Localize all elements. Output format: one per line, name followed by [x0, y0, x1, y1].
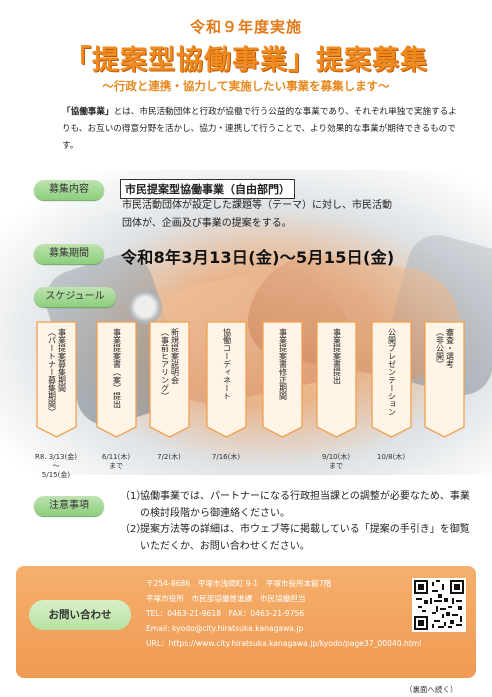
contact-details: 〒254-8686 平塚市浅間町 9-1 平塚市役所本館7階 平塚市役所 市民部…	[146, 576, 422, 651]
schedule-step: 事業提案書（案）提出	[96, 321, 137, 438]
schedule-step: 事業提案募集期間 （パートナー募集期間）	[36, 321, 77, 438]
step-label: 事業提案書提出	[332, 328, 342, 384]
intro-term: 「協働事業」	[62, 107, 114, 117]
schedule-step: 事業提案書提出	[316, 321, 357, 438]
watch-icon	[128, 290, 162, 324]
intro-paragraph: 「協働事業」とは、市民活動団体と行政が協働で行う公益的な事業であり、それぞれ単独…	[62, 104, 458, 155]
schedule-step: 事業提案書修正期間	[262, 321, 303, 438]
contact-label: お問い合わせ	[29, 600, 131, 630]
year-line: 令和９年度実施	[189, 18, 302, 36]
step-label: 事業提案書修正期間	[278, 328, 288, 400]
step-date: 7/2(木)	[157, 453, 181, 461]
schedule-step: 新規提案説明会 （事前ヒアリング）	[149, 321, 190, 438]
step-date: 6/11(木) まで	[101, 453, 131, 470]
step-date: 10/8(木)	[376, 453, 406, 461]
step-label: 協働コーディネート	[222, 328, 232, 400]
note-item: （1） 協働事業では、パートナーになる行政担当課との調整が必要なため、事業の検討段…	[120, 491, 470, 519]
main-title: 「提案型協働事業」提案募集	[64, 45, 428, 76]
step-label: 審査・選考 （非公開）	[435, 328, 455, 368]
schedule-step: 協働コーディネート	[206, 321, 247, 438]
step-label: 事業提案募集期間 （パートナー募集期間）	[47, 328, 67, 416]
continued-note: （裏面へ続く）	[405, 685, 458, 694]
subtitle: ～行政と連携・協力して実施したい事業を募集します～	[102, 79, 390, 93]
contact-phone: TEL：0463-21-9618 FAX：0463-21-9756	[146, 609, 305, 618]
step-date: 7/16(木)	[211, 453, 241, 461]
period-label: 募集期間	[34, 244, 104, 264]
period-text: 令和8年3月13日(金)～5月15日(金)	[121, 248, 395, 267]
note-item: （2） 提案方法等の詳細は、市ウェブ等に掲載している「提案の手引き」を御覧いただく…	[120, 524, 470, 552]
contact-url[interactable]: URL：https://www.city.hiratsuka.kanagawa.…	[146, 639, 422, 648]
step-label: 新規提案説明会 （事前ヒアリング）	[160, 328, 180, 400]
schedule-step: 公開プレゼンテーション	[371, 321, 412, 438]
notes-list: （1） 協働事業では、パートナーになる行政担当課との調整が必要なため、事業の検討段…	[120, 489, 470, 555]
schedule-step: 審査・選考 （非公開）	[424, 321, 465, 438]
step-date: 9/10(木) まで	[321, 453, 351, 470]
contact-address: 〒254-8686 平塚市浅間町 9-1 平塚市役所本館7階	[146, 579, 332, 588]
recruit-description: 市民活動団体が設定した課題等（テーマ）に対し、市民活動団体が、企画及び事業の提案…	[122, 200, 392, 229]
recruit-label: 募集内容	[34, 180, 104, 200]
recruit-title: 市民提案型協働事業（自由部門）	[120, 179, 295, 199]
schedule-label: スケジュール	[34, 287, 116, 307]
intro-text: とは、市民活動団体と行政が協働で行う公益的な事業であり、それぞれ単独で実施するよ…	[62, 107, 457, 151]
step-label: 公開プレゼンテーション	[387, 328, 397, 416]
qr-code-icon[interactable]	[412, 578, 466, 632]
step-label: 事業提案書（案）提出	[112, 328, 122, 408]
notes-label: 注意事項	[34, 496, 104, 516]
contact-email[interactable]: Email: kyodo@city.hiratsuka.kanagawa.jp	[146, 624, 304, 633]
contact-office: 平塚市役所 市民部協働推進課 市民協働担当	[146, 594, 306, 603]
step-date: R8. 3/13(金) ～ 5/15(金)	[35, 453, 77, 479]
